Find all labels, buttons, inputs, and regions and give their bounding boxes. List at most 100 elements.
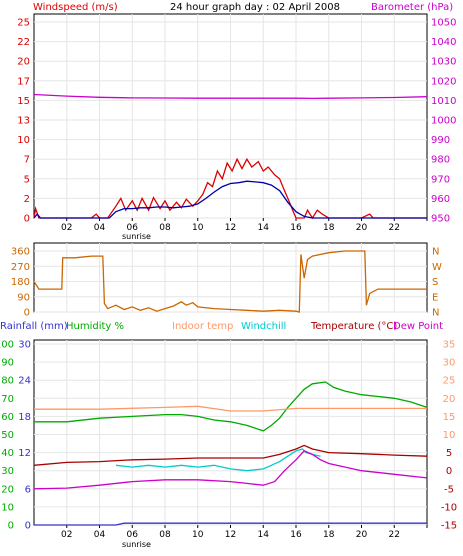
panel-temp-xtick-label-4: 10: [192, 530, 204, 540]
temp-tick-label-2: -5: [444, 484, 454, 495]
windspeed-tick-label-2: 5: [24, 174, 30, 185]
temp-tick-label-4: 5: [446, 448, 452, 459]
humidity-tick-label-8: 80: [1, 376, 14, 387]
temp-tick-label-3: 0: [446, 466, 452, 477]
rainfall-tick-label-0: 0: [25, 521, 31, 532]
series-line-dew-point: [33, 450, 428, 490]
panel-temp-xtick-label-1: 04: [94, 530, 106, 540]
barometer-tick-label-7: 1020: [431, 76, 456, 87]
winddir-tick-label-1: 90: [17, 292, 30, 303]
windspeed-tick-label-6: 15: [17, 96, 30, 107]
indoor-temp-legend: Indoor temp: [172, 321, 233, 332]
temp-tick-label-10: 35: [443, 340, 456, 351]
barometer-tick-label-8: 1030: [431, 57, 456, 68]
panel-wind-xtick-label-2: 06: [127, 223, 139, 233]
windspeed-tick-label-8: 20: [17, 57, 30, 68]
series-line-barometer: [33, 93, 428, 100]
panel-wind-xtick-label-9: 20: [356, 223, 368, 233]
humidity-tick-label-7: 70: [1, 394, 14, 405]
windspeed-axis-title: Windspeed (m/s): [33, 2, 118, 13]
panel-wind-xtick-label-0: 02: [61, 223, 72, 233]
humidity-axis-title: Humidity %: [66, 321, 124, 332]
barometer-tick-label-4: 990: [431, 135, 450, 146]
panel-wind-xtick-label-7: 16: [290, 223, 302, 233]
temp-tick-label-0: -15: [441, 521, 457, 532]
temp-tick-label-5: 10: [443, 430, 456, 441]
compass-tick-label-1: E: [432, 292, 438, 303]
winddir-tick-label-4: 360: [11, 247, 30, 258]
humidity-tick-label-5: 50: [1, 430, 14, 441]
panel-wind-xtick-label-1: 04: [94, 223, 106, 233]
barometer-tick-label-2: 970: [431, 174, 450, 185]
humidity-tick-label-10: 100: [0, 340, 14, 351]
rainfall-tick-label-4: 24: [18, 376, 31, 387]
series-line-rainfall: [34, 522, 427, 526]
barometer-tick-label-6: 1010: [431, 96, 456, 107]
windspeed-tick-label-1: 2: [24, 194, 30, 205]
humidity-tick-label-6: 60: [1, 412, 14, 423]
temp-tick-label-9: 30: [443, 358, 456, 369]
winddir-tick-label-2: 180: [11, 277, 30, 288]
humidity-tick-label-1: 10: [1, 502, 14, 513]
windspeed-tick-label-10: 25: [17, 18, 30, 29]
panel-temp-xtick-label-5: 12: [225, 530, 236, 540]
temp-tick-label-8: 25: [443, 376, 456, 387]
temp-tick-label-1: -10: [441, 502, 457, 513]
series-line-temperature: [33, 444, 428, 466]
panel-temp-xtick-label-0: 02: [61, 530, 72, 540]
rainfall-axis-title: Rainfall (mm): [0, 321, 68, 332]
windspeed-tick-label-9: 22: [17, 37, 30, 48]
panel-wind-xtick-label-4: 10: [192, 223, 204, 233]
barometer-tick-label-0: 950: [431, 214, 450, 225]
barometer-tick-label-3: 980: [431, 155, 450, 166]
series-line-wind-direction: [33, 250, 427, 313]
series-line-humidity-: [34, 381, 428, 432]
compass-tick-label-4: N: [432, 247, 439, 258]
humidity-tick-label-9: 90: [1, 358, 14, 369]
barometer-axis-title: Barometer (hPa): [371, 2, 453, 13]
dewpoint-legend: Dew Point: [393, 321, 443, 332]
temp-tick-label-6: 15: [443, 412, 456, 423]
windspeed-tick-label-0: 0: [24, 214, 30, 225]
humidity-tick-label-2: 20: [1, 484, 14, 495]
panel-temp-xtick-label-2: 06: [127, 530, 139, 540]
humidity-tick-label-4: 40: [1, 448, 14, 459]
barometer-tick-label-10: 1050: [431, 18, 456, 29]
humidity-tick-label-3: 30: [1, 466, 14, 477]
winddir-tick-label-3: 270: [11, 262, 30, 273]
panel-wind-xtick-label-6: 14: [258, 223, 270, 233]
temperature-axis-title: Temperature (°C): [310, 321, 397, 332]
panel-wind-xtick-label-8: 18: [323, 223, 335, 233]
barometer-tick-label-9: 1040: [431, 37, 456, 48]
series-line-wind-avg: [33, 180, 427, 219]
panel-wind-xtick-label-10: 22: [389, 223, 400, 233]
compass-tick-label-0: N: [432, 308, 439, 319]
panel-temp-xtick-label-9: 20: [356, 530, 368, 540]
compass-tick-label-2: S: [432, 277, 438, 288]
rainfall-tick-label-2: 12: [18, 448, 31, 459]
sunrise-label-bottom: sunrise: [122, 540, 151, 549]
panel-temp-xtick-label-10: 22: [389, 530, 400, 540]
panel-temp-xtick-label-7: 16: [290, 530, 302, 540]
temp-tick-label-7: 20: [443, 394, 456, 405]
series-line-indoor-temp: [34, 405, 427, 412]
windspeed-tick-label-5: 13: [17, 116, 30, 127]
windchill-legend: Windchill: [241, 321, 286, 332]
windspeed-tick-label-3: 7: [24, 155, 30, 166]
panel-wind-xtick-label-5: 12: [225, 223, 236, 233]
barometer-tick-label-1: 960: [431, 194, 450, 205]
series-line-windspeed: [33, 157, 427, 220]
panel-temp-xtick-label-3: 08: [159, 530, 171, 540]
chart-title: 24 hour graph day : 02 April 2008: [170, 2, 340, 13]
panel-temp-xtick-label-8: 18: [323, 530, 335, 540]
winddir-tick-label-0: 0: [24, 308, 30, 319]
compass-tick-label-3: W: [432, 262, 442, 273]
sunrise-label-top: sunrise: [122, 232, 151, 241]
humidity-tick-label-0: 0: [8, 521, 14, 532]
rainfall-tick-label-5: 30: [18, 340, 31, 351]
rainfall-tick-label-1: 6: [25, 484, 31, 495]
windspeed-tick-label-7: 17: [17, 76, 30, 87]
series-line-windchill: [115, 448, 321, 472]
windspeed-tick-label-4: 10: [17, 135, 30, 146]
